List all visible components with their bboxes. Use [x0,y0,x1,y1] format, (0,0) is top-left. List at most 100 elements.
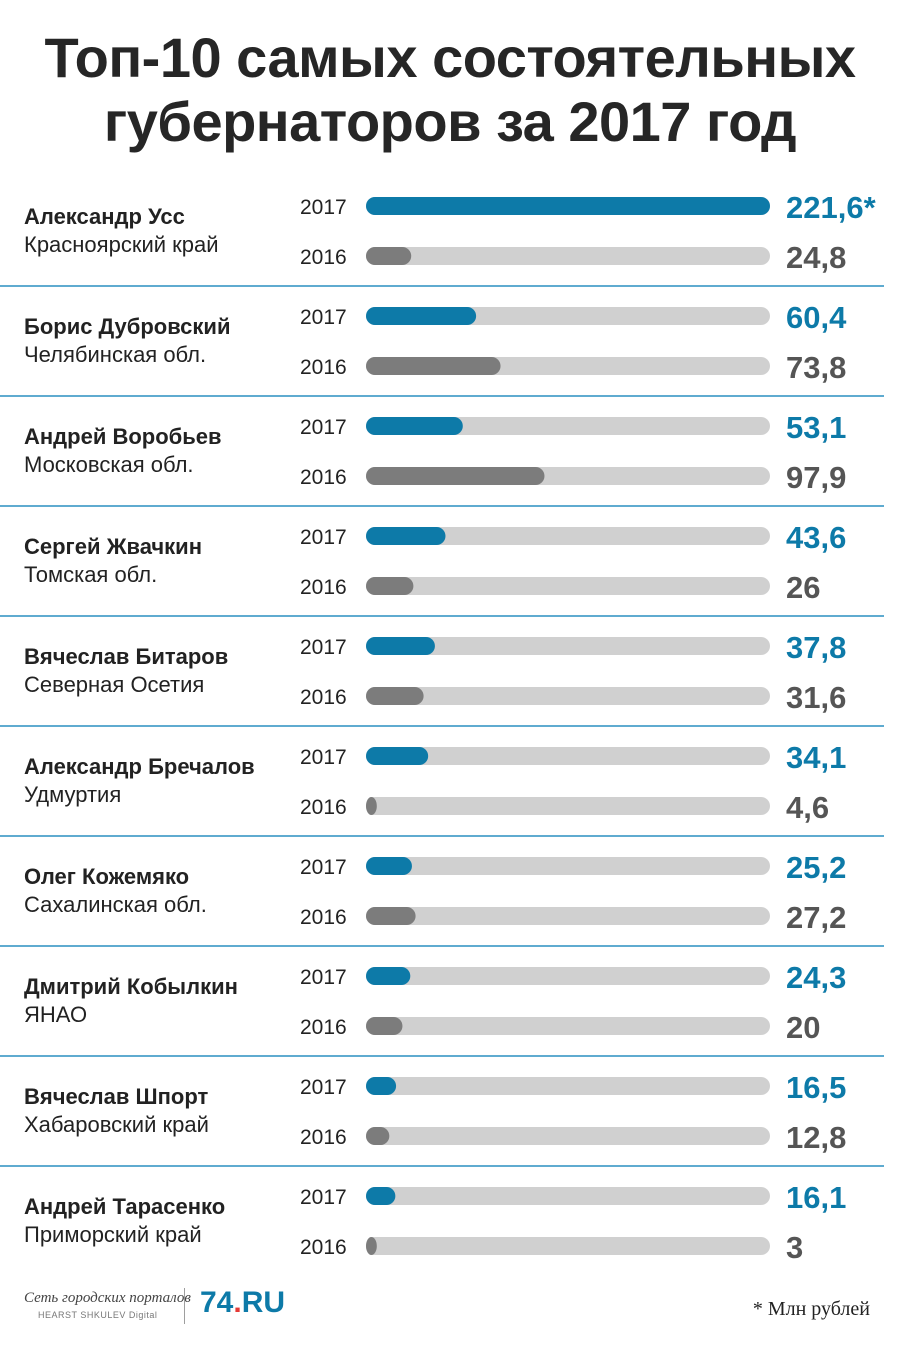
year-label-2017: 2017 [300,306,347,329]
governor-region: Удмуртия [24,782,121,807]
governor-name: Вячеслав Битаров [24,644,228,669]
year-label-2017: 2017 [300,746,347,769]
governor-name: Александр Усс [24,204,185,229]
network-logo-sub: HEARST SHKULEV Digital [38,1310,158,1320]
year-label-2017: 2017 [300,856,347,879]
governor-region: Томская обл. [24,562,157,587]
value-label-2016: 97,9 [786,460,846,495]
bar-2016 [366,907,416,925]
governor-region: Хабаровский край [24,1112,209,1137]
governor-region: Приморский край [24,1222,202,1247]
bar-track [366,747,770,765]
governor-region: Красноярский край [24,232,219,257]
bar-2016 [366,577,414,595]
value-label-2017: 43,6 [786,520,846,555]
bar-2017 [366,967,411,985]
bar-track [366,637,770,655]
value-label-2016: 3 [786,1230,803,1265]
value-label-2017: 221,6* [786,190,877,225]
bar-2017 [366,307,477,325]
value-label-2017: 34,1 [786,740,846,775]
chart-title-line1: Топ-10 самых состоятельных [44,26,856,89]
value-label-2016: 4,6 [786,790,829,825]
network-logo: Сеть городских порталов [24,1290,191,1306]
bar-2017 [366,1187,396,1205]
unit-footnote: * Млн рублей [752,1298,870,1320]
governor-region: Челябинская обл. [24,342,206,367]
bar-2017 [366,527,446,545]
bar-2016 [366,797,377,815]
governor-region: Сахалинская обл. [24,892,207,917]
bar-2017 [366,417,463,435]
value-label-2017: 53,1 [786,410,846,445]
governor-name: Александр Бречалов [24,754,255,779]
brand-logo-main: 74 [200,1286,234,1319]
governor-name: Борис Дубровский [24,314,230,339]
value-label-2017: 37,8 [786,630,846,665]
footer-divider [184,1288,185,1324]
bar-2017 [366,1077,397,1095]
chart-title: Топ-10 самых состоятельных губернаторов … [0,26,900,154]
governor-name: Вячеслав Шпорт [24,1084,209,1109]
bar-2016 [366,1017,403,1035]
value-label-2016: 26 [786,570,820,605]
year-label-2017: 2017 [300,1076,347,1099]
year-label-2016: 2016 [300,796,347,819]
year-label-2016: 2016 [300,686,347,709]
bar-track [366,247,770,265]
bar-2016 [366,1237,377,1255]
bar-track [366,527,770,545]
bar-track [366,967,770,985]
year-label-2016: 2016 [300,466,347,489]
bar-2017 [366,747,429,765]
year-label-2016: 2016 [300,246,347,269]
value-label-2017: 60,4 [786,300,847,335]
bar-2016 [366,357,501,375]
bar-track [366,1187,770,1205]
year-label-2016: 2016 [300,1126,347,1149]
governor-region: Московская обл. [24,452,194,477]
year-label-2016: 2016 [300,1016,347,1039]
year-label-2017: 2017 [300,416,347,439]
value-label-2017: 25,2 [786,850,846,885]
bar-track [366,857,770,875]
bar-2016 [366,467,545,485]
bar-2016 [366,1127,390,1145]
bar-track [366,577,770,595]
brand-logo-dot: . [233,1286,242,1319]
bar-track [366,1127,770,1145]
governor-region: ЯНАО [24,1002,87,1027]
governors-income-chart: Александр Усс Красноярский край 2017 221,6*… [0,190,884,1265]
bar-track [366,687,770,705]
value-label-2016: 12,8 [786,1120,846,1155]
bar-2016 [366,247,412,265]
governor-name: Дмитрий Кобылкин [24,974,238,999]
value-label-2017: 24,3 [786,960,846,995]
bar-track [366,907,770,925]
bar-track [366,1017,770,1035]
bar-track [366,1077,770,1095]
governor-name: Сергей Жвачкин [24,534,202,559]
year-label-2017: 2017 [300,196,347,219]
value-label-2016: 27,2 [786,900,846,935]
bar-track [366,1237,770,1255]
bar-track [366,797,770,815]
year-label-2016: 2016 [300,356,347,379]
bar-2017 [366,637,435,655]
value-label-2017: 16,1 [786,1180,846,1215]
bar-2017 [366,197,770,215]
year-label-2016: 2016 [300,1236,347,1259]
value-label-2016: 24,8 [786,240,846,275]
value-label-2016: 31,6 [786,680,846,715]
bar-2017 [366,857,412,875]
chart-title-line2: губернаторов за 2017 год [103,90,797,153]
governor-name: Андрей Тарасенко [24,1194,225,1219]
year-label-2016: 2016 [300,576,347,599]
governor-name: Андрей Воробьев [24,424,222,449]
year-label-2016: 2016 [300,906,347,929]
year-label-2017: 2017 [300,636,347,659]
year-label-2017: 2017 [300,1186,347,1209]
governor-name: Олег Кожемяко [24,864,189,889]
brand-logo: 74.RU [200,1286,285,1320]
year-label-2017: 2017 [300,526,347,549]
